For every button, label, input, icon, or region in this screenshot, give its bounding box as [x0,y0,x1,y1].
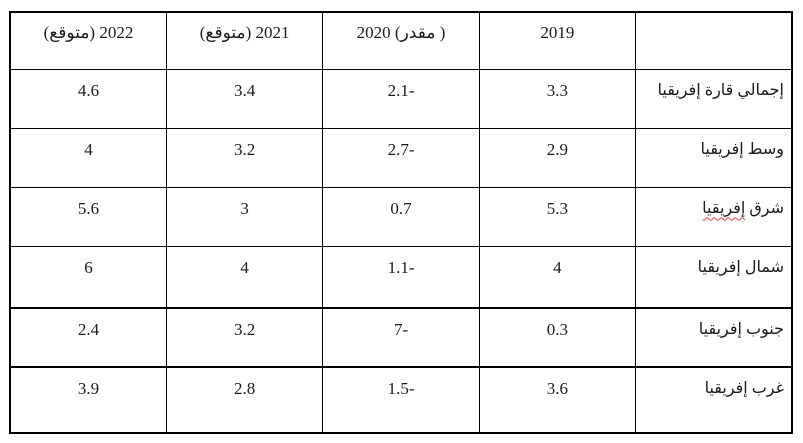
region-name-cell: شمال إفريقيا [635,245,793,309]
value-2021-cell: 3.2 [165,307,324,368]
table-row-west-africa: غرب إفريقيا 3.6 1.5- 2.8 3.9 [9,366,793,434]
header-row: 2019 2020 (مقدر ) 2021 (متوقع) 2022 (متو… [9,11,793,70]
table-row-central-africa: وسط إفريقيا 2.9 2.7- 3.2 4 [9,127,793,188]
value-2020-cell: 1.1- [322,245,480,309]
region-name-text: وسط إفريقيا [700,140,785,158]
value-2019-cell: 0.3 [478,307,637,368]
table-header: 2019 2020 (مقدر ) 2021 (متوقع) 2022 (متو… [9,11,793,70]
header-cell-2022: 2022 (متوقع) [9,11,167,70]
value-2021-cell: 4 [165,245,324,309]
table-row-north-africa: شمال إفريقيا 4 1.1- 4 6 [9,245,793,309]
value-2022-cell: 2.4 [9,307,167,368]
misspelling-underline: إفريقيا [702,199,746,217]
header-cell-2020: 2020 (مقدر ) [322,11,480,70]
value-2021-cell: 3.2 [165,127,324,188]
table-row-total-africa: إجمالي قارة إفريقيا 3.3 2.1- 3.4 4.6 [9,68,793,129]
table-body: إجمالي قارة إفريقيا 3.3 2.1- 3.4 4.6 وسط… [9,68,793,434]
region-name-cell: شرق إفريقيا [635,186,793,247]
value-2022-cell: 4.6 [9,68,167,129]
region-name-cell: جنوب إفريقيا [635,307,793,368]
value-2019-cell: 2.9 [478,127,637,188]
region-name-cell: وسط إفريقيا [635,127,793,188]
table-row-east-africa: شرق إفريقيا 5.3 0.7 3 5.6 [9,186,793,247]
value-2020-cell: 0.7 [322,186,480,247]
header-cell-region [635,11,793,70]
region-name-text: شمال إفريقيا [697,258,784,276]
value-2019-cell: 3.6 [478,366,637,434]
value-2022-cell: 3.9 [9,366,167,434]
region-name-text: شرق [745,199,784,217]
value-2022-cell: 6 [9,245,167,309]
value-2019-cell: 4 [478,245,637,309]
value-2021-cell: 3.4 [165,68,324,129]
value-2021-cell: 3 [165,186,324,247]
header-cell-2021: 2021 (متوقع) [165,11,324,70]
table-row-southern-africa: جنوب إفريقيا 0.3 7- 3.2 2.4 [9,307,793,368]
region-name-text: غرب إفريقيا [704,380,784,397]
region-name-text: جنوب إفريقيا [698,321,784,338]
value-2019-cell: 5.3 [478,186,637,247]
value-2022-cell: 4 [9,127,167,188]
region-name-text: إجمالي قارة إفريقيا [657,81,784,99]
region-name-cell: إجمالي قارة إفريقيا [635,68,793,129]
value-2020-cell: 7- [322,307,480,368]
header-cell-2019: 2019 [478,11,637,70]
region-name-cell: غرب إفريقيا [635,366,793,434]
value-2021-cell: 2.8 [165,366,324,434]
africa-growth-table: 2019 2020 (مقدر ) 2021 (متوقع) 2022 (متو… [9,11,793,434]
value-2020-cell: 1.5- [322,366,480,434]
value-2022-cell: 5.6 [9,186,167,247]
value-2019-cell: 3.3 [478,68,637,129]
value-2020-cell: 2.7- [322,127,480,188]
value-2020-cell: 2.1- [322,68,480,129]
